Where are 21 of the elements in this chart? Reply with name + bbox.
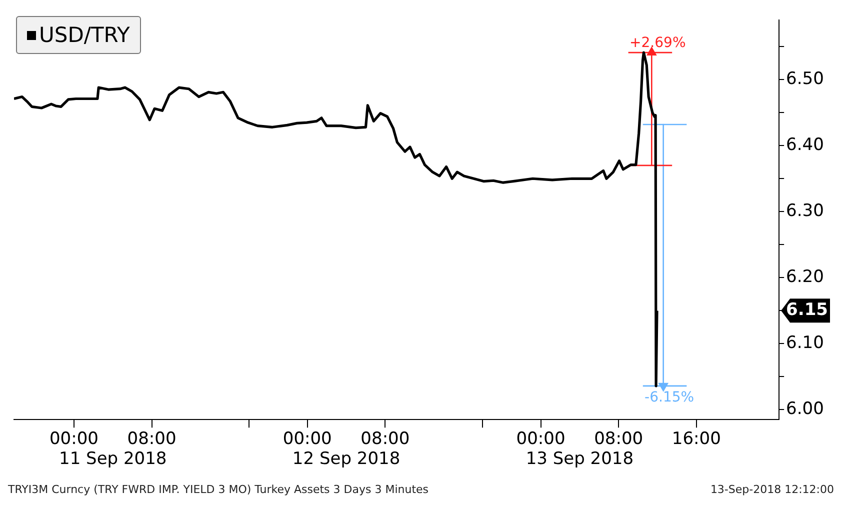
x-tick-label: 00:00 (516, 429, 566, 450)
y-tick-label: 6.40 (786, 135, 824, 156)
text: TRYI3M Curncy (TRY FWRD IMP. YIELD 3 MO) Turkey Assets 3 Days 3 Minutes (8, 483, 429, 496)
x-tick-label: 08:00 (360, 429, 410, 450)
y-tick-label: 6.00 (786, 399, 824, 420)
y-tick-label: 6.30 (786, 201, 824, 222)
x-tick-label: 08:00 (594, 429, 644, 450)
x-tick-label: 00:00 (282, 429, 332, 450)
legend-label: USD/TRY (39, 23, 130, 47)
y-tick-label: 6.15 (786, 300, 828, 320)
annotation: -6.15% (644, 390, 694, 406)
x-tick-label: 08:00 (127, 429, 176, 450)
y-tick-label: 6.20 (786, 267, 824, 288)
y-tick-label: 6.10 (786, 333, 824, 354)
text: 11 Sep 2018 (59, 449, 167, 470)
x-tick-label: 16:00 (672, 429, 721, 450)
y-tick-label: 6.50 (786, 69, 824, 90)
text: 12 Sep 2018 (292, 449, 400, 470)
text: 13-Sep-2018 12:12:00 (710, 483, 834, 496)
x-tick-label: 00:00 (49, 429, 98, 450)
text: 13 Sep 2018 (526, 449, 634, 470)
